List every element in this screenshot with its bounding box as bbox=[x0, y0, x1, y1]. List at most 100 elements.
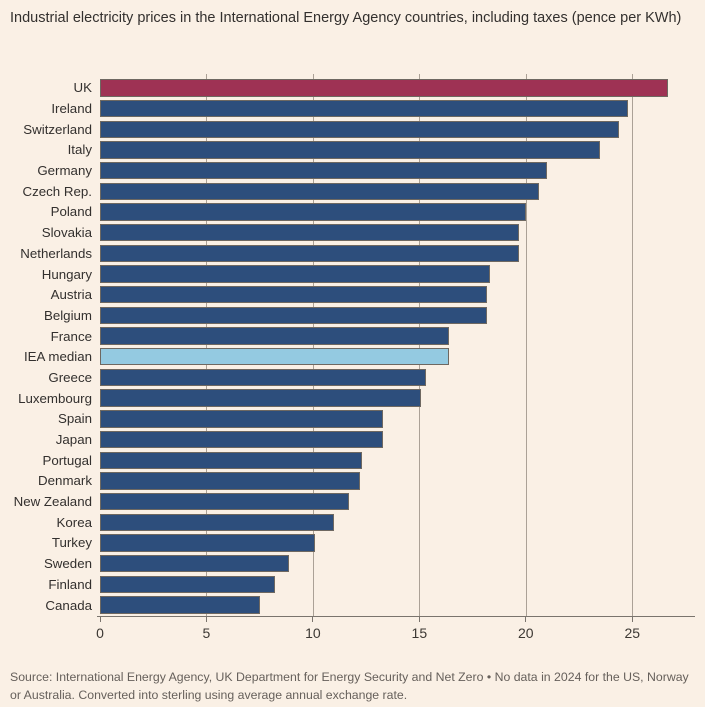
chart-row: Ireland bbox=[0, 98, 694, 119]
chart-row: Korea bbox=[0, 512, 694, 533]
tick-mark bbox=[525, 616, 527, 622]
bar-track bbox=[100, 430, 694, 449]
tick-mark bbox=[631, 616, 633, 622]
bar-track bbox=[100, 472, 694, 490]
chart-row: Netherlands bbox=[0, 243, 694, 264]
chart-row: Portugal bbox=[0, 450, 694, 471]
tick-label: 10 bbox=[305, 625, 321, 641]
bar-switzerland bbox=[100, 120, 620, 138]
bar-poland bbox=[100, 203, 526, 221]
source-note: Source: International Energy Agency, UK … bbox=[10, 670, 689, 702]
chart-row: Spain bbox=[0, 409, 694, 430]
bar-track bbox=[100, 79, 694, 97]
bar-iea-median bbox=[100, 348, 450, 366]
bar-track bbox=[100, 141, 694, 159]
bar-luxembourg bbox=[100, 389, 422, 407]
chart-row: IEA median bbox=[0, 346, 694, 367]
bar-belgium bbox=[100, 306, 488, 325]
chart-row: New Zealand bbox=[0, 491, 694, 512]
category-label: New Zealand bbox=[13, 494, 92, 510]
chart-row: Switzerland bbox=[0, 119, 694, 140]
category-label: Italy bbox=[67, 142, 92, 158]
bar-track bbox=[100, 203, 694, 221]
category-label: IEA median bbox=[23, 349, 92, 365]
bar-netherlands bbox=[100, 244, 520, 263]
bar-track bbox=[100, 182, 694, 200]
bar-track bbox=[100, 286, 694, 304]
category-label: Switzerland bbox=[23, 121, 92, 137]
bar-germany bbox=[100, 161, 548, 180]
chart-row: France bbox=[0, 326, 694, 347]
category-label: UK bbox=[73, 80, 92, 96]
chart-row: Hungary bbox=[0, 264, 694, 285]
chart-row: Italy bbox=[0, 140, 694, 161]
tick-mark bbox=[418, 616, 420, 622]
bar-czech-rep- bbox=[100, 182, 539, 200]
category-label: Hungary bbox=[41, 266, 92, 282]
bar-track bbox=[100, 223, 694, 242]
category-label: Ireland bbox=[51, 101, 92, 117]
bar-track bbox=[100, 327, 694, 345]
bar-track bbox=[100, 492, 694, 511]
bar-track bbox=[100, 306, 694, 325]
bar-track bbox=[100, 451, 694, 469]
tick-mark bbox=[312, 616, 314, 622]
chart-row: Belgium bbox=[0, 305, 694, 326]
category-label: Sweden bbox=[43, 556, 92, 572]
tick-label: 20 bbox=[518, 625, 534, 641]
tick-label: 15 bbox=[411, 625, 428, 641]
category-label: Luxembourg bbox=[18, 390, 92, 406]
chart-row: Slovakia bbox=[0, 222, 694, 243]
category-label: Portugal bbox=[42, 452, 92, 468]
category-label: Spain bbox=[57, 411, 92, 427]
bar-greece bbox=[100, 368, 426, 387]
bar-sweden bbox=[100, 554, 290, 573]
bar-canada bbox=[100, 596, 260, 614]
category-label: Slovakia bbox=[41, 225, 92, 241]
category-label: Turkey bbox=[51, 535, 92, 551]
category-label: Denmark bbox=[38, 473, 92, 489]
gridline-10 bbox=[312, 74, 314, 616]
bar-austria bbox=[100, 286, 488, 304]
gridline-25 bbox=[632, 74, 634, 616]
bar-track bbox=[100, 244, 694, 263]
bar-track bbox=[100, 389, 694, 407]
chart-row: Poland bbox=[0, 202, 694, 223]
category-label: Belgium bbox=[43, 307, 92, 323]
bar-japan bbox=[100, 430, 384, 449]
bar-track bbox=[100, 534, 694, 552]
category-label: Japan bbox=[55, 432, 92, 448]
gridline-20 bbox=[525, 74, 527, 616]
chart-row: Greece bbox=[0, 367, 694, 388]
bar-chart: UK Ireland Switzerland Italy Germany Czech Re… bbox=[0, 74, 695, 656]
bar-denmark bbox=[100, 472, 360, 490]
category-label: Poland bbox=[50, 204, 92, 220]
x-axis-line bbox=[97, 616, 695, 617]
bar-france bbox=[100, 327, 450, 345]
bar-track bbox=[100, 554, 694, 573]
bar-ireland bbox=[100, 99, 628, 118]
gridline-15 bbox=[419, 74, 421, 616]
category-label: Austria bbox=[50, 287, 92, 303]
bar-track bbox=[100, 410, 694, 428]
chart-row: Canada bbox=[0, 595, 694, 616]
category-label: Korea bbox=[56, 514, 92, 530]
gridlines bbox=[100, 74, 694, 616]
bar-track bbox=[100, 368, 694, 387]
bar-spain bbox=[100, 410, 384, 428]
chart-row: Germany bbox=[0, 160, 694, 181]
x-axis-ticks: 0 5 10 15 20 25 bbox=[96, 616, 694, 656]
category-label: Greece bbox=[48, 369, 92, 385]
chart-title: Industrial electricity prices in the Int… bbox=[10, 10, 682, 26]
chart-row: Sweden bbox=[0, 553, 694, 574]
bar-turkey bbox=[100, 534, 316, 552]
tick-label: 0 bbox=[96, 625, 104, 641]
bar-finland bbox=[100, 575, 275, 594]
category-label: Germany bbox=[37, 163, 92, 179]
bar-track bbox=[100, 161, 694, 180]
gridline-5 bbox=[206, 74, 208, 616]
tick-mark bbox=[99, 616, 101, 622]
bar-track bbox=[100, 99, 694, 118]
bar-track bbox=[100, 265, 694, 283]
bar-track bbox=[100, 348, 694, 366]
